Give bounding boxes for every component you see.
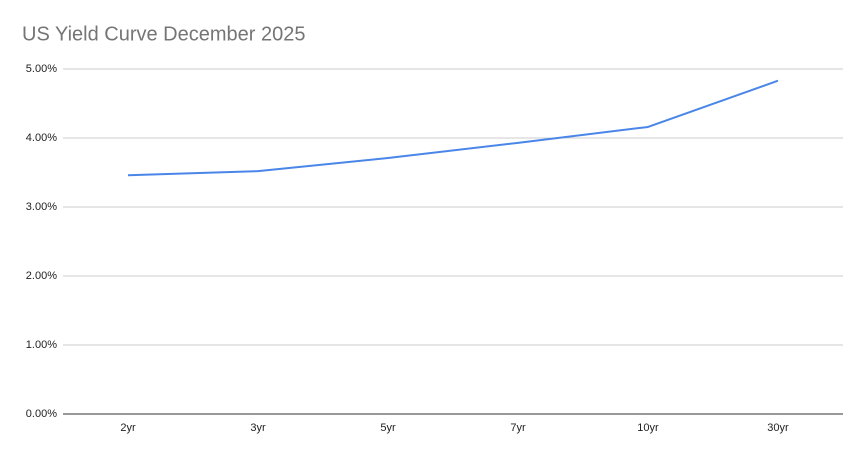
chart-title: US Yield Curve December 2025 — [22, 23, 305, 45]
series-line — [127, 79, 779, 177]
y-tick-label: 5.00% — [26, 63, 57, 75]
y-tick-label: 2.00% — [26, 270, 57, 282]
x-tick-label: 2yr — [120, 422, 136, 434]
y-tick-label: 3.00% — [26, 201, 57, 213]
x-tick-label: 30yr — [767, 422, 789, 434]
x-tick-label: 7yr — [510, 422, 526, 434]
y-tick-label: 4.00% — [26, 132, 57, 144]
y-tick-label: 0.00% — [26, 408, 57, 420]
x-tick-label: 10yr — [637, 422, 659, 434]
x-tick-label: 5yr — [380, 422, 396, 434]
x-tick-label: 3yr — [250, 422, 266, 434]
y-tick-label: 1.00% — [26, 339, 57, 351]
